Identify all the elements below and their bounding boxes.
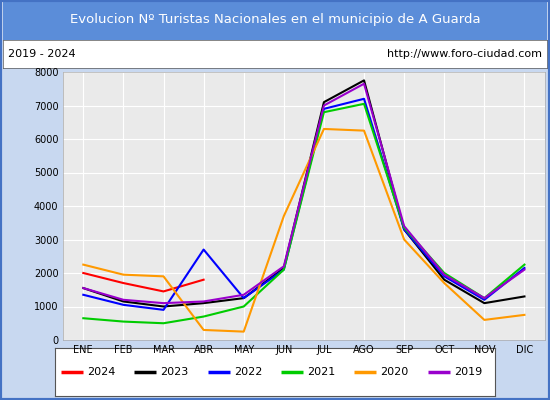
Text: 2022: 2022: [234, 367, 262, 377]
Text: 2023: 2023: [161, 367, 189, 377]
Text: 2024: 2024: [87, 367, 116, 377]
Text: 2019: 2019: [454, 367, 482, 377]
Text: 2019 - 2024: 2019 - 2024: [8, 49, 76, 59]
Text: 2021: 2021: [307, 367, 336, 377]
Text: 2020: 2020: [381, 367, 409, 377]
Text: Evolucion Nº Turistas Nacionales en el municipio de A Guarda: Evolucion Nº Turistas Nacionales en el m…: [70, 14, 480, 26]
Text: http://www.foro-ciudad.com: http://www.foro-ciudad.com: [387, 49, 542, 59]
